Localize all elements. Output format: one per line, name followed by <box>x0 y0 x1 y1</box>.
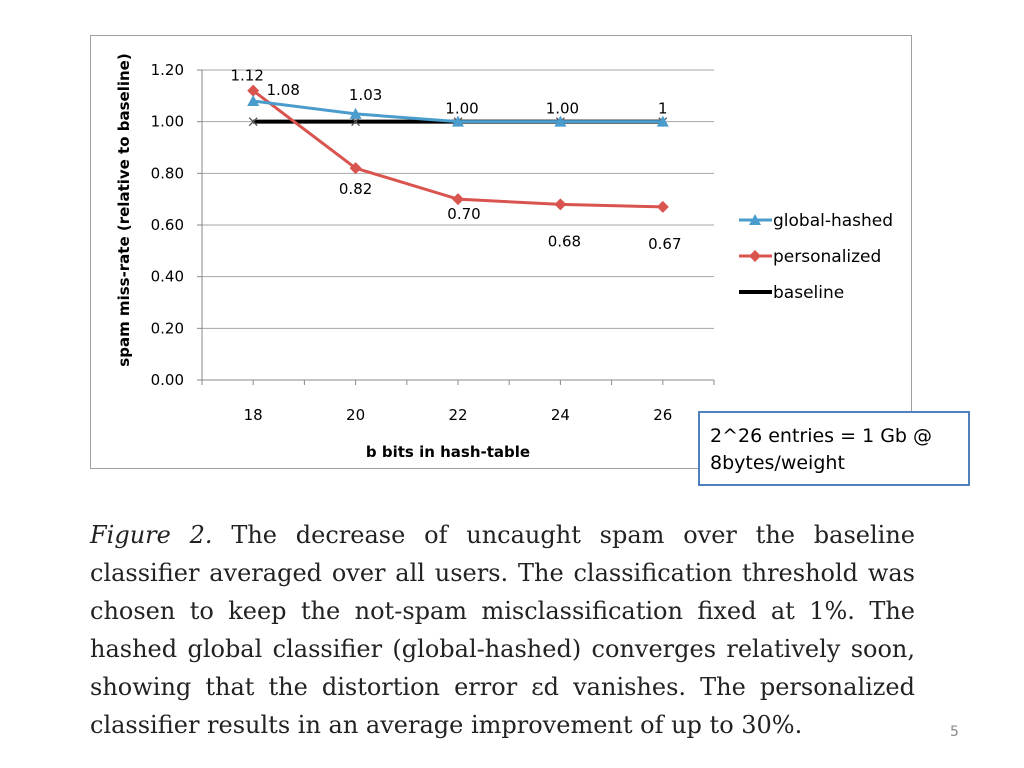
callout-line-1: 2^26 entries = 1 Gb @ <box>710 425 933 447</box>
data-point-personalized <box>452 193 464 206</box>
callout-line-2: 8bytes/weight <box>710 452 845 474</box>
data-label-global-hashed: 1 <box>658 100 668 118</box>
data-label-global-hashed: 1.00 <box>546 100 579 118</box>
data-label-personalized: 1.12 <box>230 67 263 85</box>
data-label-global-hashed: 1.08 <box>266 81 299 99</box>
data-point-global-hashed <box>554 115 567 127</box>
data-label-personalized: 0.68 <box>548 232 581 250</box>
data-point-baseline <box>351 117 361 127</box>
data-label-personalized: 0.82 <box>339 180 372 198</box>
data-point-personalized <box>247 84 260 97</box>
x-tick-label: 20 <box>346 406 365 424</box>
data-label-personalized: 0.70 <box>447 205 480 223</box>
figure-caption: Figure 2. The decrease of uncaught spam … <box>90 516 915 744</box>
y-tick-label: 1.00 <box>151 113 184 131</box>
line-chart: 0.00 0.20 0.40 0.60 0.80 1.00 1.20 18 20 22 24 26 b … <box>115 53 893 461</box>
y-axis-label: spam miss-rate (relative to baseline) <box>115 53 133 366</box>
data-label-personalized: 0.67 <box>648 235 681 253</box>
callout-box: 2^26 entries = 1 Gb @ 8bytes/weight <box>698 411 970 486</box>
x-tick-label: 24 <box>551 406 570 424</box>
x-tick-label: 26 <box>653 406 672 424</box>
legend-label-global-hashed: global-hashed <box>773 211 893 231</box>
figure-label: Figure 2. <box>90 521 213 549</box>
data-point-global-hashed <box>749 214 761 225</box>
legend-label-personalized: personalized <box>773 247 881 267</box>
caption-text: The decrease of uncaught spam over the b… <box>90 521 915 739</box>
y-tick-label: 0.00 <box>151 371 184 389</box>
data-point-global-hashed <box>656 115 669 127</box>
page-number: 5 <box>950 724 959 740</box>
y-tick-label: 0.80 <box>151 164 184 182</box>
x-tick-label: 18 <box>244 406 263 424</box>
y-tick-label: 0.40 <box>151 268 184 286</box>
chart-frame: 0.00 0.20 0.40 0.60 0.80 1.00 1.20 18 20 22 24 26 b … <box>90 35 912 469</box>
data-point-personalized <box>349 162 362 175</box>
x-tick-label: 22 <box>448 406 467 424</box>
y-tick-label: 1.20 <box>151 61 184 79</box>
legend-label-baseline: baseline <box>773 283 844 303</box>
y-tick-label: 0.20 <box>151 319 184 337</box>
data-point-baseline <box>248 117 258 127</box>
data-label-global-hashed: 1.03 <box>349 86 382 104</box>
data-point-global-hashed <box>349 107 362 119</box>
data-point-global-hashed <box>247 95 260 106</box>
data-label-global-hashed: 1.00 <box>445 100 478 118</box>
x-axis-label: b bits in hash-table <box>366 443 530 461</box>
data-point-personalized <box>656 200 669 213</box>
data-point-global-hashed <box>452 115 464 127</box>
data-point-personalized <box>554 198 567 211</box>
y-tick-label: 0.60 <box>151 216 184 234</box>
data-point-personalized <box>749 250 761 262</box>
